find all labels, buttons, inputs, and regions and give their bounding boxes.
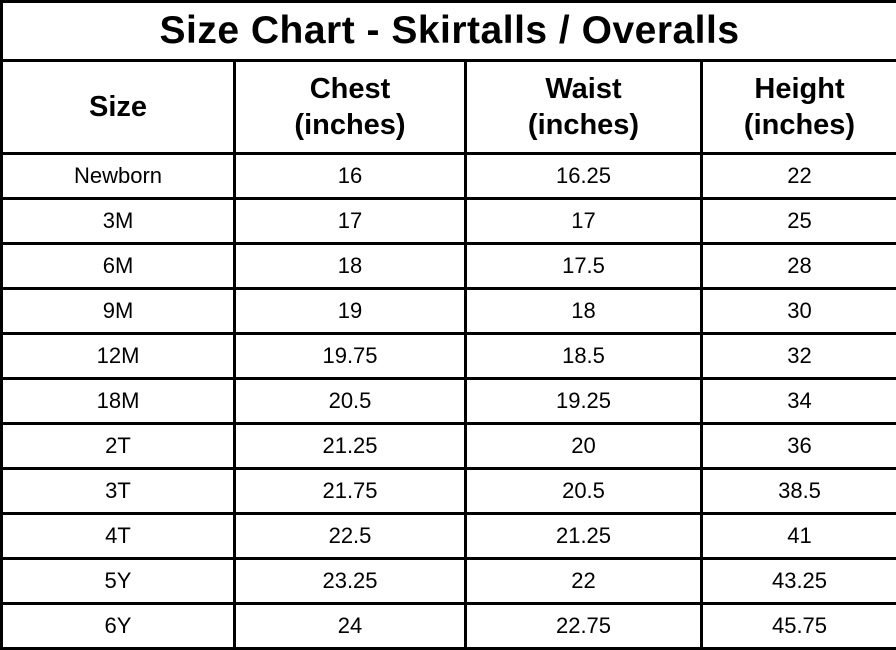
column-header-waist: Waist(inches) bbox=[466, 61, 702, 154]
cell-height: 45.75 bbox=[702, 604, 896, 649]
column-header-unit: (inches) bbox=[703, 107, 896, 143]
cell-size: 3T bbox=[2, 469, 235, 514]
cell-chest: 22.5 bbox=[235, 514, 466, 559]
cell-chest: 21.75 bbox=[235, 469, 466, 514]
cell-chest: 17 bbox=[235, 199, 466, 244]
cell-chest: 23.25 bbox=[235, 559, 466, 604]
column-header-label: Height bbox=[703, 71, 896, 107]
column-header-label: Chest bbox=[236, 71, 464, 107]
cell-waist: 16.25 bbox=[466, 154, 702, 199]
cell-height: 38.5 bbox=[702, 469, 896, 514]
title-row: Size Chart - Skirtalls / Overalls bbox=[2, 2, 896, 61]
cell-size: 2T bbox=[2, 424, 235, 469]
cell-height: 25 bbox=[702, 199, 896, 244]
cell-size: 6M bbox=[2, 244, 235, 289]
cell-size: 3M bbox=[2, 199, 235, 244]
cell-chest: 19.75 bbox=[235, 334, 466, 379]
cell-height: 41 bbox=[702, 514, 896, 559]
page-title: Size Chart - Skirtalls / Overalls bbox=[2, 2, 896, 61]
cell-waist: 20.5 bbox=[466, 469, 702, 514]
cell-height: 36 bbox=[702, 424, 896, 469]
column-header-unit: (inches) bbox=[236, 107, 464, 143]
cell-waist: 19.25 bbox=[466, 379, 702, 424]
cell-height: 32 bbox=[702, 334, 896, 379]
cell-chest: 21.25 bbox=[235, 424, 466, 469]
cell-size: Newborn bbox=[2, 154, 235, 199]
cell-size: 6Y bbox=[2, 604, 235, 649]
column-header-label: Size bbox=[3, 89, 233, 125]
cell-height: 22 bbox=[702, 154, 896, 199]
cell-waist: 18.5 bbox=[466, 334, 702, 379]
cell-height: 28 bbox=[702, 244, 896, 289]
cell-size: 18M bbox=[2, 379, 235, 424]
cell-size: 4T bbox=[2, 514, 235, 559]
cell-height: 30 bbox=[702, 289, 896, 334]
cell-waist: 22 bbox=[466, 559, 702, 604]
cell-height: 34 bbox=[702, 379, 896, 424]
cell-chest: 16 bbox=[235, 154, 466, 199]
cell-size: 5Y bbox=[2, 559, 235, 604]
cell-waist: 21.25 bbox=[466, 514, 702, 559]
cell-waist: 17 bbox=[466, 199, 702, 244]
cell-waist: 17.5 bbox=[466, 244, 702, 289]
cell-chest: 18 bbox=[235, 244, 466, 289]
column-header-height: Height(inches) bbox=[702, 61, 896, 154]
column-header-chest: Chest(inches) bbox=[235, 61, 466, 154]
cell-waist: 18 bbox=[466, 289, 702, 334]
cell-chest: 19 bbox=[235, 289, 466, 334]
cell-size: 9M bbox=[2, 289, 235, 334]
cell-chest: 24 bbox=[235, 604, 466, 649]
cell-waist: 20 bbox=[466, 424, 702, 469]
cell-waist: 22.75 bbox=[466, 604, 702, 649]
column-header-size: Size bbox=[2, 61, 235, 154]
column-header-unit: (inches) bbox=[467, 107, 700, 143]
cell-height: 43.25 bbox=[702, 559, 896, 604]
cell-size: 12M bbox=[2, 334, 235, 379]
column-header-label: Waist bbox=[467, 71, 700, 107]
cell-chest: 20.5 bbox=[235, 379, 466, 424]
